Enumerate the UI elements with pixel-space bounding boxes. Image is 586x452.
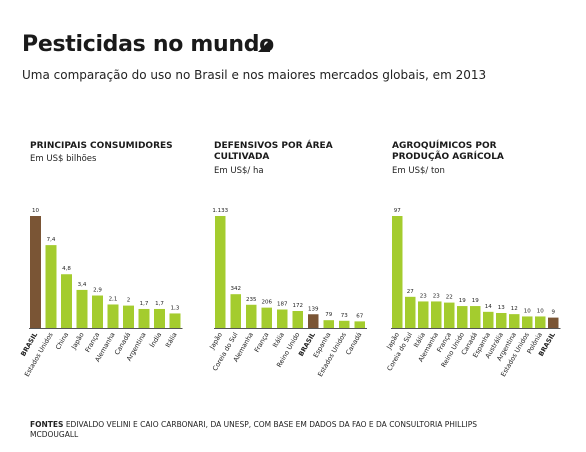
bar-estados-unidos <box>522 316 533 328</box>
bar-brasil <box>548 317 559 328</box>
category-label: França <box>253 331 271 354</box>
bar-reino-unido <box>457 306 468 328</box>
data-label: 7,4 <box>47 237 56 243</box>
data-label: 23 <box>433 293 440 299</box>
bar-brasil <box>308 314 319 328</box>
data-label: 10 <box>537 308 544 314</box>
data-label: 1,7 <box>140 301 149 307</box>
category-label: Índia <box>147 330 163 348</box>
chart-1-unit: Em US$ bilhões <box>30 154 97 164</box>
data-label: 172 <box>293 303 304 309</box>
source-text: EDIVALDO VELINI E CAIO CARBONARI, DA UNE… <box>30 420 477 439</box>
data-label: 2,1 <box>109 296 118 302</box>
chart-3-title: AGROQUÍMICOS POR PRODUÇÃO AGRÍCOLA <box>392 141 504 162</box>
bar-espanha <box>483 311 494 328</box>
triangle-marker-icon <box>258 40 270 52</box>
bar-frança <box>444 302 455 328</box>
data-label: 97 <box>394 208 401 214</box>
bar-alemanha <box>107 304 119 328</box>
bar-canadá <box>470 306 481 328</box>
data-label: 67 <box>356 313 363 319</box>
data-label: 206 <box>262 300 273 306</box>
chart-3-unit: Em US$/ ton <box>392 166 445 176</box>
bar-frança <box>261 307 272 328</box>
bar-japão <box>215 216 226 328</box>
category-label: Itália <box>271 331 286 349</box>
bar-polônia <box>535 316 546 328</box>
bar-itália <box>169 313 181 328</box>
data-label: 235 <box>246 297 257 303</box>
data-label: 2 <box>127 298 131 304</box>
data-label: 10 <box>524 308 531 314</box>
bar-japão <box>76 289 88 328</box>
chart-2-title: DEFENSIVOS POR ÁREA CULTIVADA <box>214 141 333 162</box>
bar-austrália <box>496 312 507 328</box>
data-label: 22 <box>446 295 453 301</box>
bar-argentina <box>138 308 150 328</box>
bar-alemanha <box>246 304 257 328</box>
bar-índia <box>154 308 165 328</box>
data-label: 73 <box>341 313 348 319</box>
data-label: 1,7 <box>155 301 164 307</box>
bar-frança <box>92 295 103 328</box>
data-label: 1.133 <box>212 208 228 214</box>
bar-canadá <box>354 321 365 328</box>
page-subtitle: Uma comparação do uso no Brasil e nos ma… <box>22 68 487 82</box>
bar-reino-unido <box>292 310 303 328</box>
data-label: 4,8 <box>62 266 71 272</box>
source-note: FONTES EDIVALDO VELINI E CAIO CARBONARI,… <box>30 420 500 440</box>
source-label: FONTES <box>30 420 64 429</box>
bar-coreia-do-sul <box>405 296 416 328</box>
data-label: 139 <box>308 306 319 312</box>
bar-japão <box>392 216 403 328</box>
chart-2-unit: Em US$/ ha <box>214 166 264 176</box>
data-label: 12 <box>511 306 518 312</box>
data-label: 10 <box>32 208 39 214</box>
data-label: 2,9 <box>93 288 102 294</box>
data-label: 27 <box>407 289 414 295</box>
data-label: 9 <box>552 310 556 316</box>
data-label: 79 <box>325 312 332 318</box>
bar-estados-unidos <box>339 320 350 328</box>
data-label: 14 <box>485 304 492 310</box>
page-title: Pesticidas no mundo <box>22 32 274 57</box>
data-label: 13 <box>498 305 505 311</box>
category-label: China <box>54 331 70 351</box>
data-label: 19 <box>472 298 479 304</box>
bar-coreia-do-sul <box>230 294 241 328</box>
bar-espanha <box>323 320 334 328</box>
bar-canadá <box>123 305 134 328</box>
bar-alemanha <box>431 301 442 328</box>
data-label: 19 <box>459 298 466 304</box>
bar-brasil <box>30 216 41 328</box>
chart-1-title: PRINCIPAIS CONSUMIDORES <box>30 141 173 151</box>
data-label: 3,4 <box>78 282 87 288</box>
data-label: 23 <box>420 293 427 299</box>
category-label: Itália <box>164 331 179 349</box>
data-label: 342 <box>231 286 242 292</box>
bar-itália <box>277 309 288 328</box>
data-label: 1,3 <box>171 305 180 311</box>
bar-estados-unidos <box>45 245 57 328</box>
bar-argentina <box>509 314 520 328</box>
data-label: 187 <box>277 302 288 308</box>
bar-china <box>61 274 72 328</box>
bar-itália <box>418 301 429 328</box>
